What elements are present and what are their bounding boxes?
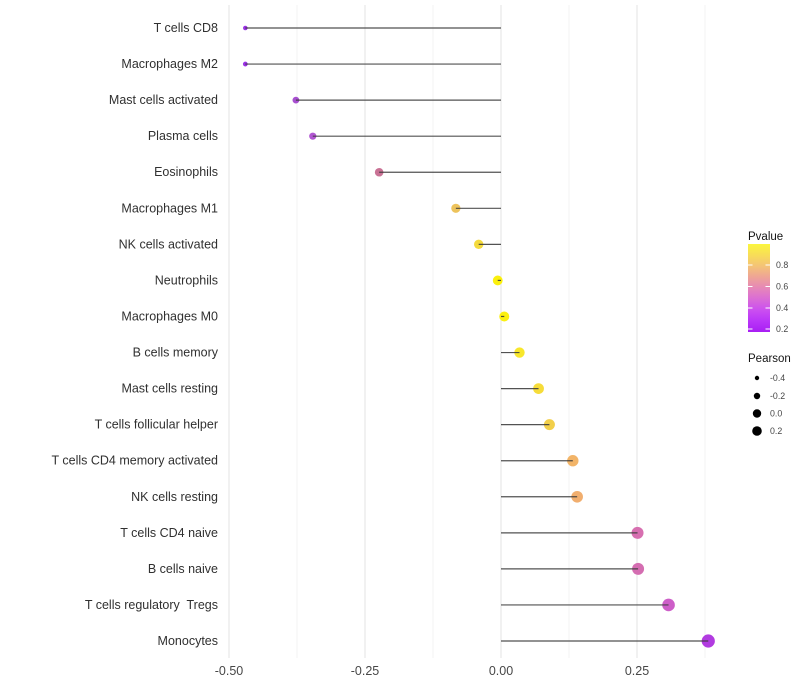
y-axis-labels: T cells CD8 Macrophages M2 Mast cells acti… <box>52 21 219 648</box>
category-label: NK cells activated <box>119 237 218 251</box>
category-label: Neutrophils <box>155 273 218 287</box>
category-label: T cells CD4 naive <box>120 526 218 540</box>
pvalue-tick-label: 0.2 <box>776 324 788 334</box>
x-tick-label: -0.50 <box>215 664 244 678</box>
pearson-legend-label: -0.4 <box>770 373 785 383</box>
pvalue-legend-title: Pvalue <box>748 231 783 243</box>
category-label: B cells memory <box>133 346 219 360</box>
pearson-legend-label: 0.0 <box>770 409 782 419</box>
pvalue-colorbar <box>748 244 770 332</box>
pearson-legend-dot <box>754 375 760 381</box>
pvalue-tick-label: 0.6 <box>776 282 788 292</box>
pearson-legend-dot <box>753 392 761 400</box>
category-label: Eosinophils <box>154 165 218 179</box>
category-label: Plasma cells <box>148 129 218 143</box>
lollipops <box>242 25 715 648</box>
pvalue-tick-label: 0.4 <box>776 303 788 313</box>
category-label: NK cells resting <box>131 490 218 504</box>
x-tick-label: 0.25 <box>625 664 649 678</box>
category-label: B cells naive <box>148 562 218 576</box>
lollipop-dot <box>701 634 715 648</box>
category-label: Mast cells activated <box>109 93 218 107</box>
category-label: Mast cells resting <box>121 382 218 396</box>
gridlines <box>228 5 706 658</box>
pearson-legend-dot <box>752 409 762 418</box>
legend: Pvalue 0.8 0.6 0.4 0.2 Pearson -0.4 -0.2 0.0 0.2 <box>748 231 791 436</box>
x-tick-label: 0.00 <box>489 664 513 678</box>
x-tick-label: -0.25 <box>351 664 380 678</box>
pvalue-tick-label: 0.8 <box>776 260 788 270</box>
category-label: T cells regulatory Tregs <box>85 598 218 612</box>
category-label: Macrophages M2 <box>121 57 218 71</box>
pearson-legend-label: -0.2 <box>770 391 785 401</box>
category-label: T cells CD4 memory activated <box>52 454 219 468</box>
pearson-legend-label: 0.2 <box>770 426 782 436</box>
category-label: T cells CD8 <box>154 21 218 35</box>
pearson-legend-title: Pearson <box>748 353 791 365</box>
category-label: Macrophages M1 <box>121 201 218 215</box>
lollipop-dot <box>473 239 484 250</box>
category-label: Monocytes <box>158 634 218 648</box>
category-label: T cells follicular helper <box>95 418 218 432</box>
category-label: Macrophages M0 <box>121 309 218 323</box>
x-axis-labels: -0.50 -0.25 0.00 0.25 <box>215 664 649 678</box>
pearson-legend-dot <box>752 426 762 436</box>
